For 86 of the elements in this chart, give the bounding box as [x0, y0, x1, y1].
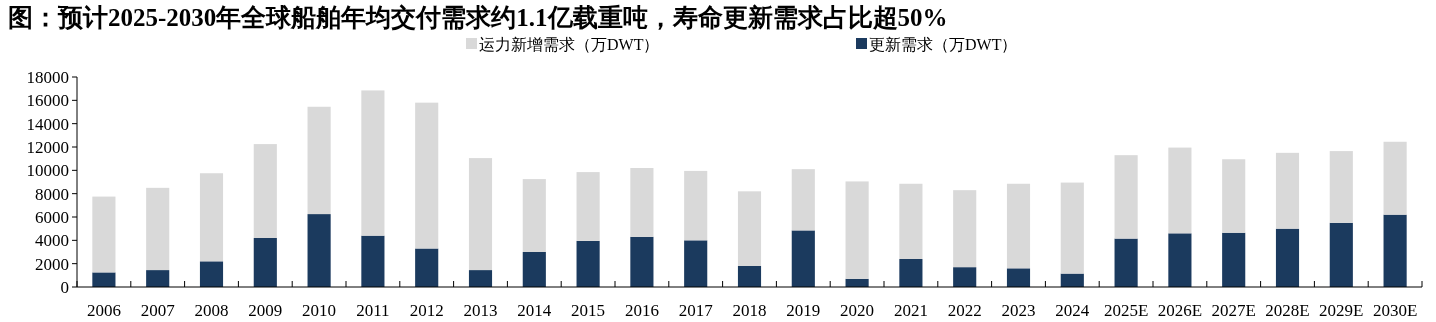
bar: [361, 235, 385, 287]
y-tick-label: 10000: [26, 161, 69, 181]
x-tick-label: 2007: [140, 301, 176, 320]
bar: [1383, 214, 1407, 287]
x-tick-label: 2014: [517, 301, 552, 320]
x-tick-label: 2011: [356, 301, 390, 320]
x-tick-label: 2016: [624, 301, 659, 320]
y-tick-label: 2000: [35, 254, 69, 274]
bar: [1329, 222, 1353, 287]
bar: [576, 240, 600, 287]
chart-title: 图：预计2025-2030年全球船舶年均交付需求约1.1亿载重吨，寿命更新需求占比超50%: [8, 4, 948, 31]
x-tick-label: 2018: [732, 301, 767, 320]
bar: [1006, 183, 1031, 269]
bar: [1168, 147, 1192, 234]
x-tick-label: 2017: [678, 301, 714, 320]
bar: [1329, 151, 1353, 223]
bar: [630, 168, 654, 237]
bar: [737, 191, 762, 266]
x-tick-label: 2024: [1055, 301, 1090, 320]
bar: [415, 102, 439, 249]
x-tick-label: 2026E: [1157, 301, 1203, 320]
x-tick-label: 2020: [840, 301, 875, 320]
bar: [1168, 233, 1192, 287]
bar: [899, 259, 923, 287]
y-tick-label: 14000: [26, 114, 69, 134]
legend-label: 更新需求（万DWT）: [869, 36, 1018, 53]
x-tick-label: 2019: [786, 301, 821, 320]
x-tick-label: 2021: [893, 301, 928, 320]
x-tick-label: 2022: [947, 301, 982, 320]
y-tick-label: 12000: [26, 138, 69, 157]
bar: [1383, 141, 1407, 215]
bar: [199, 261, 224, 287]
bar: [953, 190, 977, 268]
bar: [1006, 268, 1031, 287]
bar: [1060, 182, 1084, 274]
bar: [1275, 228, 1300, 287]
bar: [468, 158, 493, 271]
y-tick-label: 8000: [35, 184, 69, 204]
bar: [522, 179, 546, 252]
bar: [791, 169, 815, 231]
y-tick-label: 18000: [26, 68, 69, 87]
legend-label: 运力新增需求（万DWT）: [479, 36, 660, 53]
x-tick-label: 2009: [248, 301, 283, 320]
x-tick-label: 2028E: [1265, 301, 1310, 320]
bar: [522, 252, 546, 287]
x-tick-label: 2027E: [1211, 301, 1256, 320]
bar: [307, 106, 331, 215]
bar: [1275, 152, 1300, 229]
y-tick-label: 4000: [35, 231, 69, 251]
x-tick-label: 2006: [86, 301, 121, 320]
bar: [684, 240, 708, 287]
x-tick-label: 2012: [409, 301, 444, 320]
bar: [253, 238, 277, 287]
bar: [845, 181, 869, 279]
bar: [146, 270, 170, 287]
bar: [92, 196, 116, 273]
bar: [791, 230, 815, 287]
bar: [899, 183, 923, 259]
bar: [1222, 232, 1246, 287]
x-tick-label: 2015: [571, 301, 606, 320]
x-tick-label: 2030E: [1372, 301, 1418, 320]
x-tick-label: 2029E: [1319, 301, 1364, 320]
bar: [361, 90, 385, 236]
bar: [630, 236, 654, 287]
x-tick-label: 2013: [463, 301, 498, 320]
bar: [253, 144, 277, 238]
x-tick-label: 2008: [194, 301, 229, 320]
bar: [1114, 238, 1138, 287]
x-tick-label: 2023: [1001, 301, 1036, 320]
y-tick-label: 16000: [26, 91, 69, 111]
x-tick-label: 2025E: [1103, 301, 1149, 320]
bar: [953, 267, 977, 287]
bar: [92, 272, 116, 287]
bar: [468, 270, 493, 287]
bar: [684, 170, 708, 241]
bar: [737, 266, 762, 287]
bar: [1222, 159, 1246, 233]
y-tick-label: 6000: [35, 208, 69, 227]
bar: [307, 214, 331, 287]
x-tick-label: 2010: [302, 301, 337, 320]
bar: [1114, 155, 1138, 239]
y-tick-label: 0: [60, 278, 69, 297]
bar: [199, 173, 224, 262]
bar: [415, 248, 439, 287]
bar: [576, 172, 600, 241]
bar: [146, 187, 170, 271]
